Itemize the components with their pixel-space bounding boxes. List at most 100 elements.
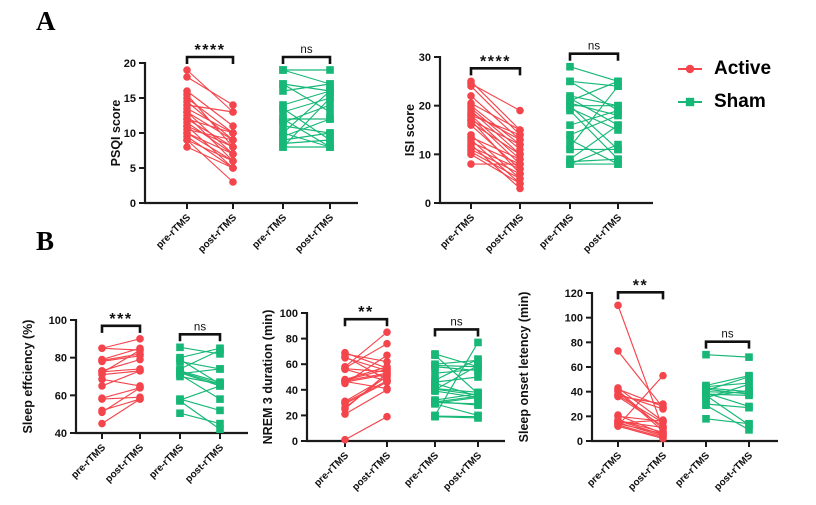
data-point-pre: [431, 379, 439, 388]
x-tick-label: pre-rTMS: [312, 450, 351, 489]
pair-line: [569, 144, 619, 165]
data-point-post: [136, 395, 144, 403]
data-point-post: [216, 419, 224, 428]
pair-line: [569, 97, 619, 126]
sig-label: ****: [195, 42, 226, 59]
pair-line: [282, 118, 331, 148]
pair-line: [705, 388, 750, 395]
data-point-pre: [176, 409, 184, 418]
data-point-pre: [467, 92, 475, 100]
pair-line: [470, 80, 521, 131]
pair-line: [617, 350, 664, 409]
data-point-pre: [467, 121, 475, 129]
y-tick-label: 0: [425, 198, 431, 210]
pair-line: [470, 144, 521, 189]
data-point-post: [326, 143, 334, 151]
pair-line: [434, 393, 479, 401]
pair-line: [344, 372, 388, 382]
pair-line: [186, 104, 234, 113]
data-point-post: [326, 101, 334, 109]
pair-line: [186, 146, 234, 169]
pair-line: [705, 403, 750, 409]
data-point-pre: [702, 394, 710, 402]
pair-line: [434, 358, 479, 381]
pair-line: [186, 122, 234, 155]
pair-line: [434, 403, 479, 416]
data-point-post: [474, 365, 482, 374]
sig-bracket: [469, 67, 522, 76]
pair-lines-active: [470, 80, 521, 189]
pair-line: [186, 118, 234, 148]
data-point-post: [136, 384, 144, 392]
data-point-post: [383, 351, 391, 360]
y-axis-title: Sleep effciency (%): [21, 320, 35, 434]
pair-line: [617, 425, 664, 440]
data-point-post: [383, 339, 391, 348]
pair-line: [470, 114, 521, 160]
data-point-post: [229, 122, 237, 130]
pair-line: [434, 395, 479, 403]
data-point-pre: [566, 106, 574, 115]
y-axis-title: ISI score: [403, 104, 417, 156]
data-point-post: [229, 108, 237, 116]
x-tick-label: pre-rTMS: [585, 450, 624, 489]
pair-line: [617, 394, 664, 423]
sig-label: ns: [450, 316, 462, 328]
pair-line: [470, 146, 521, 170]
markers-active: [98, 335, 144, 428]
data-point-pre: [614, 301, 622, 310]
pair-line: [101, 387, 141, 413]
pair-line: [470, 124, 521, 170]
data-point-pre: [98, 357, 106, 366]
pair-line: [179, 349, 221, 370]
pair-line: [569, 85, 619, 148]
markers-active: [467, 77, 524, 193]
markers-active: [614, 301, 667, 443]
y-axis-title: NREM 3 duration (min): [261, 310, 275, 445]
sig-bracket: [178, 333, 222, 342]
pair-line: [179, 360, 221, 370]
pair-line: [186, 107, 234, 134]
pair-line: [186, 97, 234, 134]
x-tick-label: pre-rTMS: [673, 450, 712, 489]
data-point-post: [383, 369, 391, 377]
data-point-post: [136, 346, 144, 354]
data-point-pre: [431, 369, 439, 377]
markers-sham: [702, 350, 753, 434]
data-point-post: [745, 373, 753, 381]
y-tick-label: 30: [419, 52, 431, 64]
data-point-pre: [566, 131, 574, 139]
pair-line: [101, 355, 141, 363]
sham-marker-icon: [678, 97, 702, 107]
data-point-pre: [566, 62, 574, 71]
data-point-pre: [431, 400, 439, 408]
pair-line: [470, 136, 521, 160]
pair-line: [470, 114, 521, 136]
pair-line: [617, 421, 664, 437]
data-point-pre: [98, 375, 106, 384]
data-point-post: [326, 136, 334, 144]
pair-line: [101, 368, 141, 373]
chart-psqi-score: 0 5 10 15 20 pre-rTMS post-rTMS pre-rTMS post-rT…: [90, 28, 380, 260]
data-point-post: [659, 434, 667, 443]
pair-line: [282, 118, 331, 138]
sig-label: ns: [300, 44, 312, 56]
pair-line: [282, 97, 331, 113]
x-tick-label: post-rTMS: [350, 450, 393, 493]
data-point-post: [326, 108, 334, 116]
sig-label: ***: [109, 311, 132, 328]
pair-line: [569, 109, 619, 126]
pair-line: [282, 104, 331, 124]
x-tick-label: post-rTMS: [183, 442, 226, 485]
pair-line: [617, 388, 664, 408]
pair-line: [282, 83, 331, 92]
data-point-post: [659, 416, 667, 424]
y-tick-label: 40: [55, 428, 67, 440]
pair-line: [705, 376, 750, 391]
data-point-post: [745, 353, 753, 361]
data-point-pre: [431, 351, 439, 360]
data-point-post: [614, 155, 622, 163]
